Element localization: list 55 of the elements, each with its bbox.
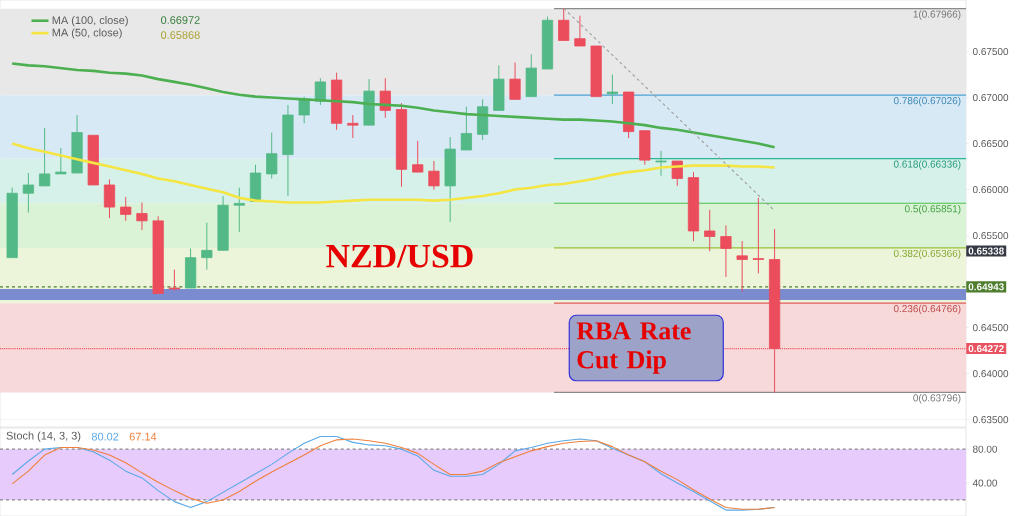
ref-line-label: 0.618(0.66336) [893,160,961,170]
ref-line-label: 0.5(0.65851) [904,204,961,215]
y-tick-label: 40.00 [972,479,998,487]
candlestick [412,140,424,173]
y-tick-label: 0.67500 [972,48,1009,56]
candlestick [460,106,472,151]
candlestick [314,77,326,106]
y-tick-label: 80.00 [972,445,998,453]
legend-label: MA (50, close) [52,28,122,39]
candlestick [655,150,667,177]
ref-line-label: 0.382(0.65366) [893,249,961,259]
candlestick [298,96,310,124]
annotation: 0.65868 [161,31,200,39]
candlestick [720,224,732,278]
candlestick [168,269,180,292]
candlestick [558,7,570,41]
ref-line-label: 0.236(0.64766) [893,304,961,315]
annotation: 67.14 [129,432,157,441]
candlestick [136,201,148,231]
text: 0.65338 [968,247,1004,255]
candlestick [120,196,132,222]
y-tick-label: 0.64500 [972,324,1009,332]
y-tick-label: 0.66500 [972,140,1009,148]
y-tick-label: 0.65500 [972,232,1009,240]
legend-label: MA (100, close) [52,16,128,27]
candlestick [55,147,67,175]
annotation: 0.66972 [161,16,200,24]
candlestick [266,132,278,180]
y-tick-label: 0.63500 [972,416,1009,424]
ref-line-label: 0.64272 [968,345,1004,353]
candlestick [201,222,213,271]
candlestick [39,127,51,187]
ref-line-label: 0.786(0.67026) [893,96,961,107]
chart-title: Stoch (14, 3, 3) [6,431,81,442]
candlestick [574,15,586,47]
candlestick [347,114,359,139]
candlestick [704,209,716,252]
ref-line-label: 0.64943 [968,283,1004,291]
candlestick [103,178,116,219]
ref-line-label: 0(0.63796) [913,394,961,404]
text: NZD/USD [326,244,473,268]
candlestick [736,240,748,293]
candlestick [509,62,521,100]
y-tick-label: 0.64000 [972,370,1009,378]
candlestick [428,160,440,191]
candlestick [233,187,245,233]
candlestick [606,74,618,105]
y-tick-label: 0.67000 [972,94,1009,102]
candlestick [22,172,34,214]
y-tick-label: 0.66000 [972,186,1009,194]
candlestick [752,197,764,274]
annotation: RBA Rate Cut Dip [576,322,691,374]
candlestick [379,77,391,119]
ref-line-label: 1(0.67966) [913,10,961,20]
annotation: 80.02 [91,432,119,441]
